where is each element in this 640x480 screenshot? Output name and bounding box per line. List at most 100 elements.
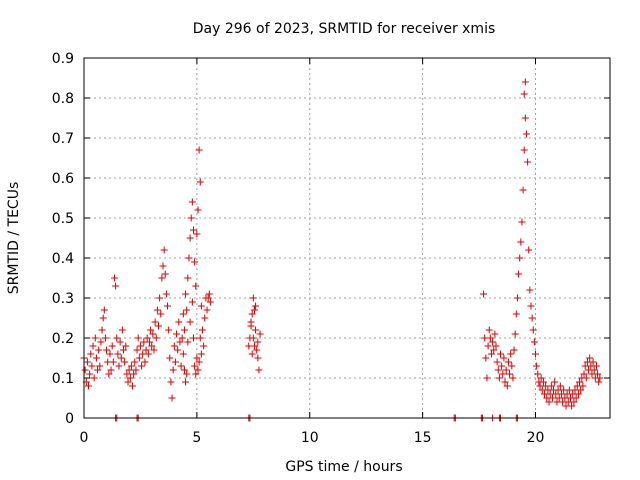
y-tick-label: 0.5 <box>52 211 74 227</box>
data-point <box>201 314 209 322</box>
data-point <box>135 354 143 362</box>
data-point <box>503 382 511 390</box>
data-point <box>495 374 503 382</box>
data-point <box>162 290 170 298</box>
data-point <box>165 326 173 334</box>
data-point <box>98 326 106 334</box>
data-point <box>132 366 140 374</box>
data-point <box>192 370 200 378</box>
data-point <box>528 314 536 322</box>
data-point <box>121 358 129 366</box>
data-point <box>254 354 262 362</box>
data-point <box>95 346 103 354</box>
data-point <box>183 370 191 378</box>
data-point <box>186 318 194 326</box>
data-point <box>199 326 207 334</box>
data-point <box>511 330 519 338</box>
data-point <box>507 350 515 358</box>
data-point <box>134 334 142 342</box>
data-point <box>153 306 161 314</box>
data-point <box>502 366 510 374</box>
data-point <box>255 366 263 374</box>
data-point <box>525 246 533 254</box>
data-point <box>113 334 121 342</box>
y-axis-label: SRMTID / TECUs <box>6 182 22 295</box>
data-point <box>539 378 547 386</box>
data-point <box>148 342 156 350</box>
data-point <box>498 362 506 370</box>
data-point <box>83 358 91 366</box>
y-tick-label: 0.1 <box>52 371 74 387</box>
data-point <box>497 350 505 358</box>
data-point <box>86 370 94 378</box>
data-point <box>151 318 159 326</box>
data-point <box>184 338 192 346</box>
data-point <box>130 370 138 378</box>
data-point <box>118 326 126 334</box>
data-point <box>150 346 158 354</box>
data-point <box>589 358 597 366</box>
data-point <box>586 354 594 362</box>
data-point <box>484 342 492 350</box>
data-point <box>556 382 564 390</box>
data-point <box>169 366 177 374</box>
plot-frame <box>83 57 611 419</box>
data-point <box>87 350 95 358</box>
data-point <box>180 366 188 374</box>
data-point <box>590 366 598 374</box>
data-point <box>117 354 125 362</box>
y-tick-label: 0 <box>65 411 74 427</box>
data-point <box>249 334 257 342</box>
x-tick-label: 5 <box>192 430 201 446</box>
data-point <box>195 358 203 366</box>
data-point <box>252 326 260 334</box>
data-point <box>144 350 152 358</box>
data-point <box>187 214 195 222</box>
data-point <box>480 290 488 298</box>
data-point <box>136 342 144 350</box>
data-point <box>105 370 113 378</box>
data-point <box>92 354 100 362</box>
data-point <box>577 386 585 394</box>
data-point <box>572 394 580 402</box>
data-point <box>161 270 169 278</box>
data-point <box>490 346 498 354</box>
data-point <box>548 394 556 402</box>
data-point <box>508 362 516 370</box>
data-point <box>580 370 588 378</box>
data-point <box>186 234 194 242</box>
data-point <box>125 366 133 374</box>
data-point <box>592 362 600 370</box>
data-point <box>96 362 104 370</box>
data-point <box>103 346 111 354</box>
data-point <box>166 354 174 362</box>
data-point <box>494 366 502 374</box>
data-point <box>112 282 120 290</box>
data-point <box>100 306 108 314</box>
data-point <box>89 342 97 350</box>
data-point <box>486 334 494 342</box>
y-tick-label: 0.4 <box>52 251 74 267</box>
data-point <box>547 382 555 390</box>
data-point <box>551 378 559 386</box>
data-point <box>197 302 205 310</box>
data-point <box>596 374 604 382</box>
grid-lines <box>84 58 610 418</box>
chart-title: Day 296 of 2023, SRMTID for receiver xmi… <box>193 21 496 37</box>
data-point <box>174 346 182 354</box>
data-point <box>203 306 211 314</box>
data-point <box>193 354 201 362</box>
data-point <box>482 354 490 362</box>
data-point <box>504 358 512 366</box>
data-point <box>483 374 491 382</box>
data-point <box>506 370 514 378</box>
data-point <box>106 350 114 358</box>
data-point <box>252 302 260 310</box>
y-tick-label: 0.2 <box>52 331 74 347</box>
data-point <box>249 294 257 302</box>
data-point <box>500 354 508 362</box>
y-tick-label: 0.8 <box>52 91 74 107</box>
data-point <box>513 294 521 302</box>
data-point <box>188 198 196 206</box>
data-point <box>579 382 587 390</box>
